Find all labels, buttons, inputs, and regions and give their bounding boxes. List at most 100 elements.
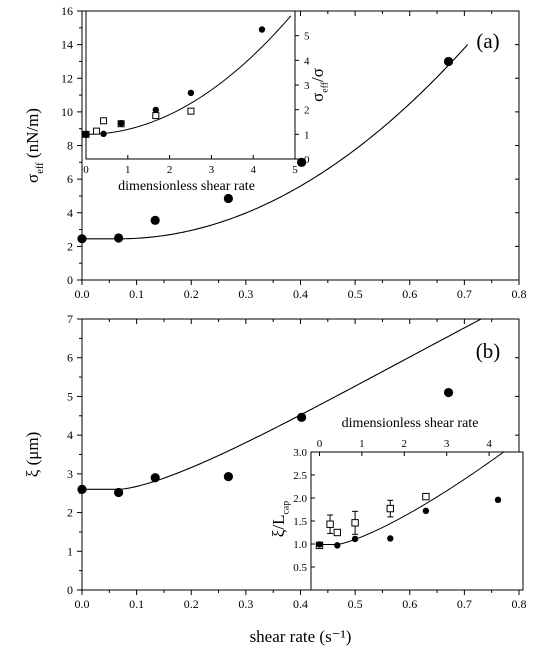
data-point-b <box>150 473 160 483</box>
inset-b: 0 1 2 3 4 0.5 1.0 1.5 2.0 2.5 3.0 dimensionless she… <box>269 416 524 591</box>
inset-y-tick-label: 3 <box>304 80 310 92</box>
data-point-b <box>296 412 307 422</box>
inset-x-tick-label: 3 <box>209 164 215 176</box>
inset-x-label-a: dimensionless shear rate <box>118 179 255 194</box>
inset-x-tick-label: 3 <box>444 438 450 450</box>
inset-filled-circle-a <box>82 131 90 138</box>
inset-y-tick-label: 2.5 <box>293 470 307 482</box>
inset-open-square-b <box>326 520 334 528</box>
y-tick-label: 6 <box>67 172 73 186</box>
inset-filled-circle-a <box>152 106 160 114</box>
fit-curve-b <box>82 318 482 490</box>
fit-curve-a <box>82 44 469 240</box>
x-tick-label: 0.3 <box>238 597 253 611</box>
panel-a: 0.0 0.1 0.2 0.3 0.4 0.5 0.6 0.7 0.80246810121416… <box>23 4 527 301</box>
x-tick-label: 0.0 <box>75 287 90 301</box>
data-point-b <box>443 387 454 398</box>
y-tick-label: 14 <box>61 38 73 52</box>
inset-filled-circle-b <box>422 507 430 515</box>
inset-background-a <box>86 11 295 159</box>
x-tick-label: 0.6 <box>402 287 417 301</box>
inset-open-square-a <box>92 127 100 135</box>
x-tick-label: 0.2 <box>184 597 199 611</box>
y-tick-label: 4 <box>67 206 73 220</box>
inset-y-tick-label: 2.0 <box>293 493 307 505</box>
inset-open-square-b <box>351 519 359 527</box>
inset-filled-circle-a <box>100 130 107 138</box>
inset-filled-circle-b <box>351 535 359 543</box>
inset-x-tick-label: 2 <box>167 164 173 176</box>
x-tick-label: 0.5 <box>348 597 363 611</box>
inset-filled-circle-a <box>187 89 195 97</box>
panel-b: 0.0 0.1 0.2 0.3 0.4 0.5 0.6 0.7 0.8 0 1 2 3 4 5 6 7 (b) ξ … <box>23 312 527 646</box>
data-point-a <box>77 234 87 244</box>
x-tick-label: 0.5 <box>348 287 363 301</box>
inset-open-square-b <box>386 504 394 513</box>
data-point-a <box>443 56 454 67</box>
inset-filled-circle-a <box>258 26 266 33</box>
x-tick-label: 0.7 <box>457 287 472 301</box>
data-point-b <box>77 484 87 494</box>
y-tick-label: 4 <box>67 428 73 442</box>
inset-x-tick-label: 2 <box>402 438 408 450</box>
y-tick-label: 8 <box>67 139 73 153</box>
inset-open-square-b <box>333 528 341 537</box>
inset-x-tick-label: 1 <box>125 164 131 176</box>
inset-filled-circle-b <box>334 542 341 549</box>
inset-x-tick-label: 4 <box>486 438 492 450</box>
y-tick-label: 7 <box>67 312 73 326</box>
inset-background-b <box>311 452 523 590</box>
x-tick-label: 0.4 <box>293 287 308 301</box>
inset-x-tick-label: 5 <box>292 164 298 176</box>
inset-y-tick-label: 1.0 <box>293 539 307 551</box>
inset-fit-curve-b <box>319 451 505 545</box>
inset-x-label-b: dimensionless shear rate <box>342 416 479 431</box>
panel-label-b: (b) <box>476 339 501 363</box>
x-tick-label: 0.2 <box>184 287 199 301</box>
inset-y-tick-label: 1 <box>304 129 310 141</box>
data-point-a <box>223 193 233 204</box>
inset-y-tick-label: 5 <box>304 31 310 43</box>
inset-open-square-b <box>422 492 430 501</box>
data-point-a <box>113 233 124 243</box>
y-tick-label: 1 <box>67 544 73 558</box>
inset-filled-circle-b <box>494 496 502 504</box>
data-point-b <box>223 471 233 482</box>
inset-y-tick-label: 4 <box>304 55 310 67</box>
y-tick-label: 5 <box>67 389 73 403</box>
y-tick-label: 0 <box>67 583 73 597</box>
data-point-a <box>296 157 307 167</box>
y-tick-label: 3 <box>67 467 73 481</box>
x-tick-label: 0.1 <box>129 287 144 301</box>
inset-x-tick-label: 0 <box>317 438 323 450</box>
inset-filled-circle-b <box>316 541 323 548</box>
x-tick-label: 0.8 <box>512 287 527 301</box>
x-tick-label: 0.3 <box>238 287 253 301</box>
inset-fit-curve-a <box>86 15 292 135</box>
inset-x-tick-label: 1 <box>359 438 365 450</box>
inset-x-tick-label: 4 <box>250 164 256 176</box>
y-axis-label-a: σeff (nN/m) <box>23 108 46 183</box>
inset-x-tick-label: 0 <box>83 164 89 176</box>
data-point-a <box>150 215 160 225</box>
inset-open-square-a <box>187 107 195 115</box>
x-tick-label: 0.8 <box>512 597 527 611</box>
y-tick-label: 2 <box>67 506 73 520</box>
inset-y-tick-label: 1.5 <box>293 516 307 528</box>
inset-filled-circle-a <box>117 120 125 127</box>
inset-y-label-a: σeff/σ <box>308 68 331 102</box>
inset-open-square-a <box>152 112 160 120</box>
y-tick-label: 6 <box>67 351 73 365</box>
y-tick-label: 10 <box>61 105 73 119</box>
x-tick-label: 0.1 <box>129 597 144 611</box>
panel-label-a: (a) <box>476 29 499 53</box>
y-tick-label: 0 <box>67 273 73 287</box>
y-tick-label: 16 <box>61 4 73 18</box>
y-axis-label-b: ξ (μm) <box>23 432 42 478</box>
data-point-b <box>113 487 124 498</box>
y-tick-label: 2 <box>67 239 73 253</box>
inset-y-label-b: ξ/Lcap <box>269 501 292 537</box>
inset-y-tick-label: 3.0 <box>293 447 307 459</box>
